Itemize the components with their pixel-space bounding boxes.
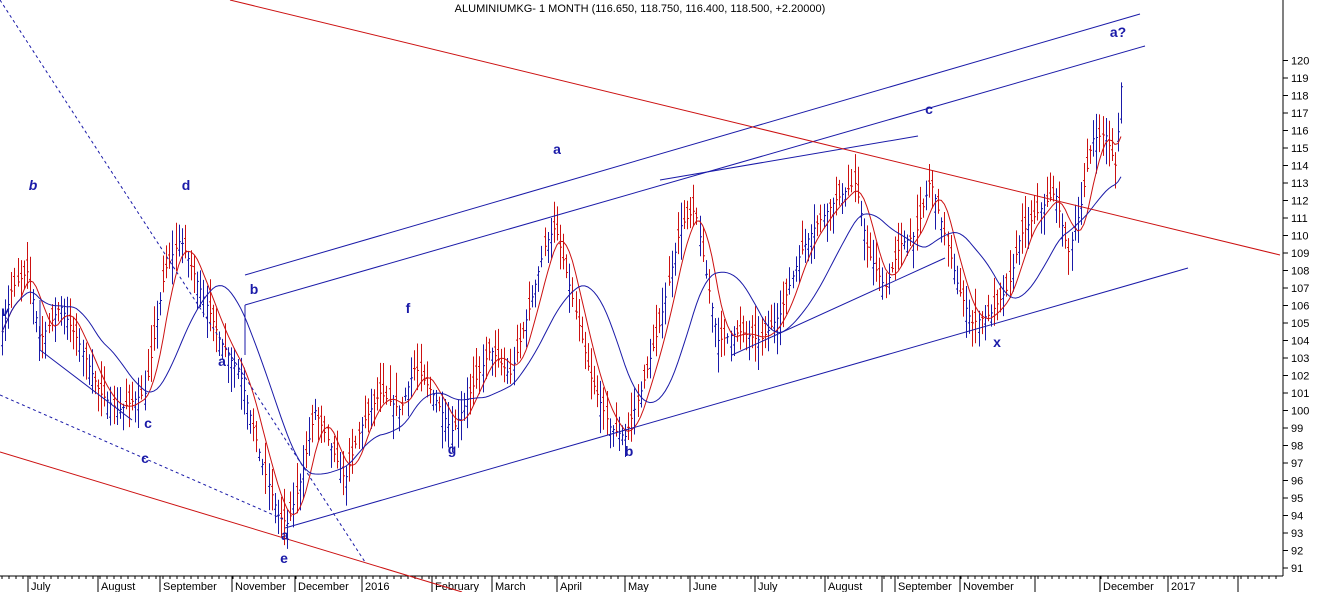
wave-label: b	[29, 177, 38, 193]
x-tick-label: July	[758, 581, 778, 592]
x-tick-label: 2017	[1171, 581, 1195, 592]
y-tick-label: 106	[1291, 301, 1309, 313]
channel-lower-line	[284, 267, 1189, 529]
support-line	[0, 451, 463, 592]
x-tick-label: September	[163, 581, 217, 592]
y-tick-label: 91	[1291, 563, 1303, 575]
wave-label: b	[250, 281, 259, 297]
wave-label: x	[993, 334, 1001, 350]
x-tick-label: July	[31, 581, 51, 592]
y-tick-label: 112	[1291, 196, 1309, 208]
wave-label: d	[182, 177, 191, 193]
x-tick-label: April	[560, 581, 582, 592]
y-tick-label: 95	[1291, 493, 1303, 505]
wave-label: a	[281, 527, 289, 543]
dotted-trend-line	[0, 0, 366, 563]
y-tick-label: 103	[1291, 353, 1309, 365]
resistance-line	[229, 0, 1281, 256]
ma-long-line	[1, 176, 1122, 475]
y-tick-label: 109	[1291, 248, 1309, 260]
x-tick-label: March	[495, 581, 526, 592]
y-tick-label: 117	[1291, 108, 1309, 120]
y-tick-label: 114	[1291, 161, 1309, 173]
wave-label: c	[925, 101, 933, 117]
wave-label: a?	[1110, 24, 1126, 40]
y-tick-label: 111	[1291, 213, 1308, 225]
wave-label: g	[448, 441, 457, 457]
wave-label: b	[625, 443, 634, 459]
x-tick-label: December	[1103, 581, 1154, 592]
wave-label: c	[141, 450, 149, 466]
dotted-trend-line-2	[0, 394, 286, 521]
wave-label: f	[406, 300, 411, 316]
channel-left-lower	[39, 349, 133, 421]
y-tick-label: 99	[1291, 423, 1303, 435]
y-tick-label: 101	[1291, 388, 1309, 400]
y-tick-label: 119	[1291, 73, 1309, 85]
y-tick-label: 113	[1291, 178, 1309, 190]
y-tick-label: 108	[1291, 266, 1309, 278]
y-tick-label: 104	[1291, 336, 1309, 348]
y-tick-label: 100	[1291, 406, 1309, 418]
wave-label: e	[280, 550, 288, 566]
y-tick-label: 93	[1291, 528, 1303, 540]
x-tick-label: August	[828, 581, 862, 592]
ma-short-line	[1, 136, 1122, 516]
y-tick-label: 110	[1291, 231, 1309, 243]
x-tick-label: 2016	[365, 581, 389, 592]
y-tick-label: 102	[1291, 371, 1309, 383]
wave-label: a	[553, 141, 561, 157]
trend-line-support	[731, 257, 946, 356]
x-tick-label: September	[898, 581, 952, 592]
y-tick-label: 92	[1291, 546, 1303, 558]
wave-label: c	[144, 415, 152, 431]
wave-label: v	[1, 303, 10, 319]
y-tick-label: 118	[1291, 91, 1309, 103]
x-tick-label: June	[693, 581, 717, 592]
y-tick-label: 94	[1291, 511, 1303, 523]
y-tick-label: 107	[1291, 283, 1309, 295]
y-tick-label: 116	[1291, 126, 1309, 138]
trend-line-top	[659, 135, 919, 181]
y-tick-label: 120	[1291, 56, 1309, 68]
chart-title: ALUMINIUMKG- 1 MONTH (116.650, 118.750, …	[455, 3, 826, 15]
x-tick-label: August	[101, 581, 135, 592]
y-tick-label: 115	[1291, 143, 1309, 155]
channel-middle-line	[244, 45, 1146, 306]
wave-label: a	[218, 353, 226, 369]
x-tick-label: December	[298, 581, 349, 592]
x-tick-label: November	[235, 581, 286, 592]
y-tick-label: 98	[1291, 441, 1303, 453]
x-tick-label: November	[963, 581, 1014, 592]
y-tick-label: 105	[1291, 318, 1309, 330]
y-tick-label: 96	[1291, 476, 1303, 488]
x-tick-label: May	[628, 581, 649, 592]
x-tick-label: February	[435, 581, 480, 592]
channel-upper-line	[244, 13, 1141, 276]
y-tick-label: 97	[1291, 458, 1303, 470]
